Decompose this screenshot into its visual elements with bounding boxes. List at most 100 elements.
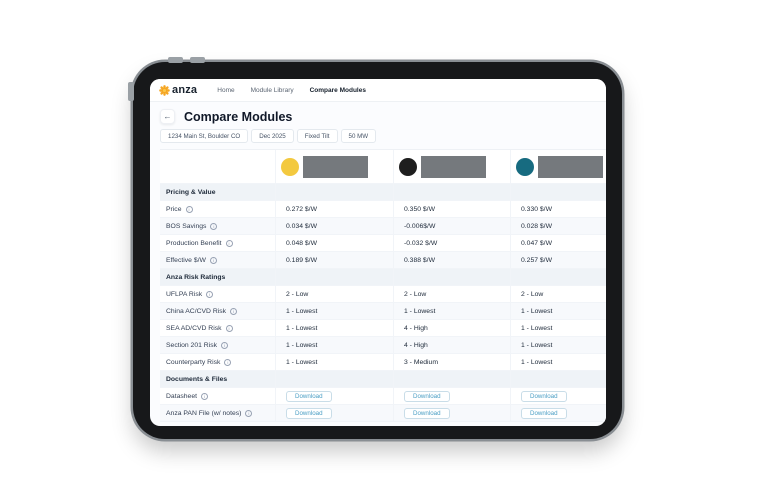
section-title: Anza Risk Ratings <box>166 273 226 281</box>
module-color-dot <box>281 157 299 176</box>
back-arrow-icon: ← <box>163 112 172 121</box>
section-spacer-cell <box>275 184 393 200</box>
row-value-cell: 1 - Lowest <box>510 337 606 353</box>
download-button[interactable]: Download <box>404 407 450 419</box>
row-value: 1 - Lowest <box>521 307 553 315</box>
row-label: China AC/CVD Risk <box>166 307 227 315</box>
info-icon[interactable]: i <box>225 324 233 332</box>
row-value-cell: 0.257 $/W <box>510 252 606 268</box>
table-row: UFLPA Risk i 2 - Low 2 - Low 2 - Low <box>160 286 606 303</box>
info-icon[interactable]: i <box>200 392 208 400</box>
row-label: Datasheet <box>166 392 197 400</box>
info-icon[interactable]: i <box>221 341 229 349</box>
row-value: 1 - Lowest <box>521 324 553 332</box>
page-title: Compare Modules <box>184 109 293 124</box>
section-title: Pricing & Value <box>166 188 216 196</box>
power-button <box>128 82 134 101</box>
module-header-module-3 <box>510 150 606 183</box>
row-value-cell: 0.047 $/W <box>510 235 606 251</box>
row-value-cell: 1 - Lowest <box>275 320 393 336</box>
row-label: Counterparty Risk <box>166 358 221 366</box>
section-spacer-cell <box>510 269 606 285</box>
row-label-cell: Section 201 Risk i <box>160 337 275 353</box>
back-button[interactable]: ← <box>160 109 175 124</box>
info-icon[interactable]: i <box>206 290 214 298</box>
row-value-cell: 0.048 $/W <box>275 235 393 251</box>
row-value-cell: 0.028 $/W <box>510 218 606 234</box>
section-title: Documents & Files <box>166 375 228 383</box>
info-icon[interactable]: i <box>224 358 232 366</box>
row-value: -0.032 $/W <box>404 239 438 247</box>
table-row: Price i 0.272 $/W 0.350 $/W 0.330 $/W <box>160 201 606 218</box>
row-label-cell: Price i <box>160 201 275 217</box>
row-value: -0.006$/W <box>404 222 436 230</box>
row-value: 0.350 $/W <box>404 205 435 213</box>
module-name-redacted <box>421 155 486 178</box>
section-spacer-cell <box>393 371 510 387</box>
module-color-dot <box>516 157 534 176</box>
nav-item-compare-modules[interactable]: Compare Modules <box>309 86 366 94</box>
module-header-module-2 <box>393 150 510 183</box>
row-label-cell: Datasheet i <box>160 388 275 404</box>
info-icon[interactable]: i <box>245 409 253 417</box>
info-icon[interactable]: i <box>209 256 217 264</box>
row-value-cell: 1 - Lowest <box>510 320 606 336</box>
row-label: Section 201 Risk <box>166 341 218 349</box>
row-label: Anza PAN File (w/ notes) <box>166 409 242 417</box>
row-value-cell: Download <box>510 388 606 404</box>
row-value-cell: 1 - Lowest <box>275 303 393 319</box>
download-button[interactable]: Download <box>286 390 332 402</box>
row-label: BOS Savings <box>166 222 207 230</box>
logo-text: anza <box>172 84 198 96</box>
row-value: 0.048 $/W <box>286 239 317 247</box>
section-spacer-cell <box>510 371 606 387</box>
info-icon[interactable]: i <box>225 239 233 247</box>
row-value-cell: -0.006$/W <box>393 218 510 234</box>
row-label-cell: Production Benefit i <box>160 235 275 251</box>
module-header-spacer <box>160 150 275 183</box>
volume-up-button <box>168 57 183 63</box>
section-header-row: Documents & Files <box>160 371 606 388</box>
nav-links: Home Module Library Compare Modules <box>217 87 366 94</box>
row-value-cell: 0.350 $/W <box>393 201 510 217</box>
row-value: 1 - Lowest <box>521 358 553 366</box>
row-value-cell: Download <box>393 388 510 404</box>
download-button[interactable]: Download <box>521 390 567 402</box>
row-label: UFLPA Risk <box>166 290 203 298</box>
row-value-cell: 2 - Low <box>510 286 606 302</box>
row-value: 0.034 $/W <box>286 222 317 230</box>
section-spacer-cell <box>393 269 510 285</box>
row-value-cell: 0.272 $/W <box>275 201 393 217</box>
filter-chips: 1234 Main St, Boulder CO Dec 2025 Fixed Ti… <box>160 129 596 143</box>
filter-chip-4: 50 MW <box>340 129 377 143</box>
row-value: 1 - Lowest <box>521 341 553 349</box>
row-value-cell: 2 - Low <box>393 286 510 302</box>
info-icon[interactable]: i <box>185 205 193 213</box>
download-button[interactable]: Download <box>404 390 450 402</box>
row-value: 0.047 $/W <box>521 239 552 247</box>
row-value: 0.272 $/W <box>286 205 317 213</box>
nav-item-home[interactable]: Home <box>217 86 235 94</box>
download-button[interactable]: Download <box>521 407 567 419</box>
download-button[interactable]: Download <box>286 407 332 419</box>
row-value-cell: 0.189 $/W <box>275 252 393 268</box>
nav-item-module-library[interactable]: Module Library <box>250 86 294 94</box>
info-icon[interactable]: i <box>210 222 218 230</box>
row-value: 1 - Lowest <box>286 358 318 366</box>
tablet-frame: anza Home Module Library Compare Modules ←… <box>128 57 622 439</box>
row-value: 4 - High <box>404 324 428 332</box>
row-value-cell: 0.034 $/W <box>275 218 393 234</box>
info-icon[interactable]: i <box>230 307 238 315</box>
row-label-cell: China AC/CVD Risk i <box>160 303 275 319</box>
section-spacer-cell <box>275 371 393 387</box>
app-screen: anza Home Module Library Compare Modules ←… <box>150 79 606 426</box>
module-header-row <box>160 150 606 184</box>
table-row: Section 201 Risk i 1 - Lowest 4 - High 1 - L… <box>160 337 606 354</box>
anza-logo[interactable]: anza <box>159 84 197 96</box>
row-value-cell: 1 - Lowest <box>275 354 393 370</box>
row-value: 0.028 $/W <box>521 222 552 230</box>
module-color-dot <box>399 157 417 176</box>
filter-chip-2: Dec 2025 <box>251 129 294 143</box>
table-row: BOS Savings i 0.034 $/W -0.006$/W 0.028 $/W <box>160 218 606 235</box>
module-header-module-1 <box>275 150 393 183</box>
